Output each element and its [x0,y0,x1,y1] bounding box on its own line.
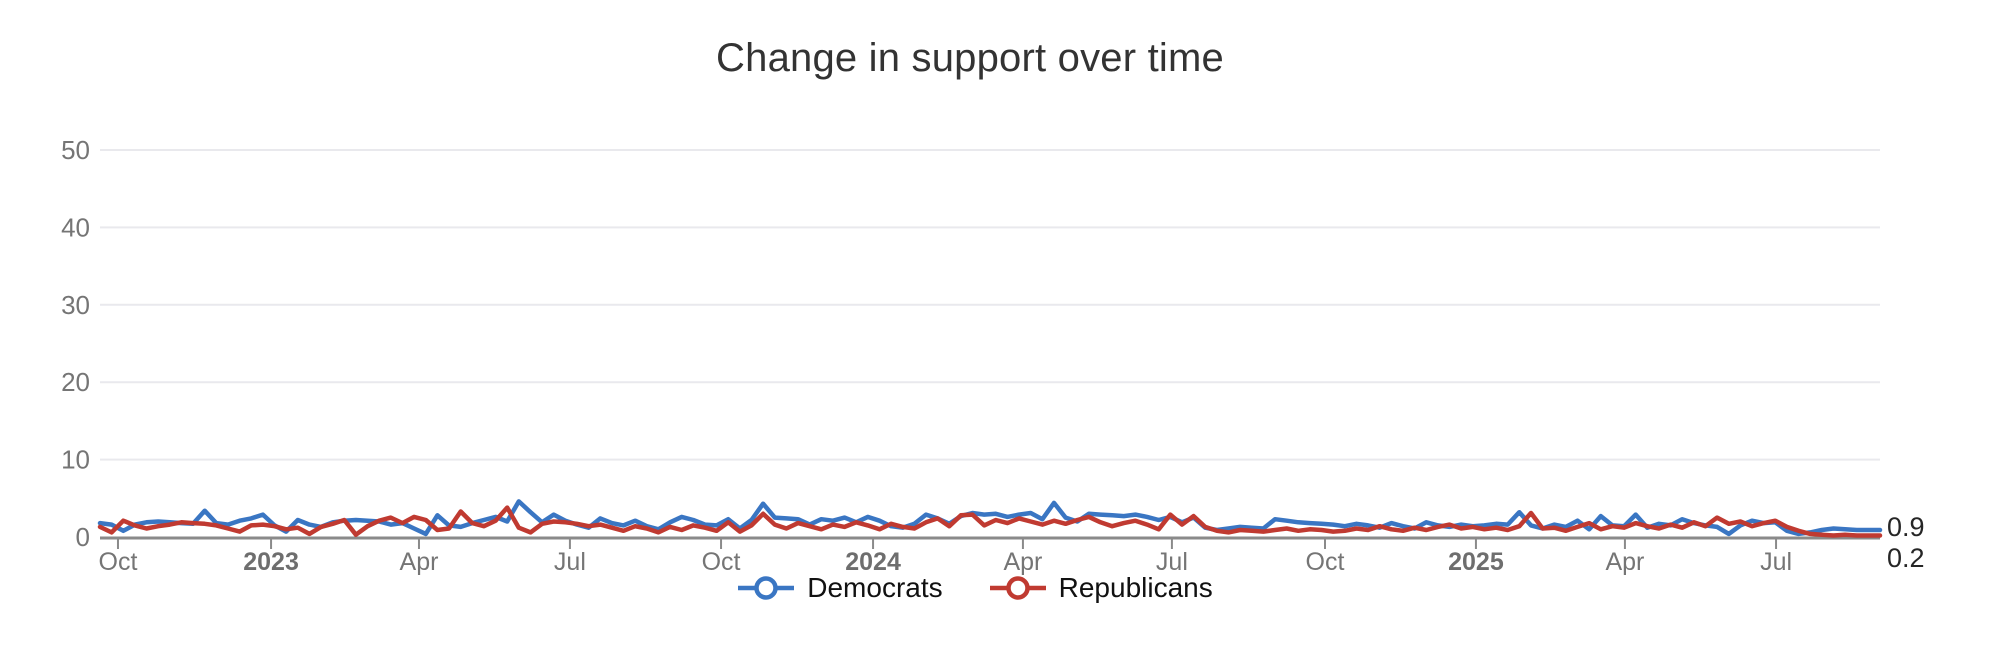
y-axis-label-30: 30 [61,290,90,320]
republicans-line-marker-icon [989,576,1046,600]
y-axis-label-20: 20 [61,367,90,397]
y-axis-label-40: 40 [61,212,90,242]
y-axis-label-50: 50 [61,135,90,165]
democrats-end-value-label: 0.9 [1887,512,1925,542]
legend-item-democrats[interactable]: Democrats [737,572,943,604]
x-axis-label-jul: Jul [554,548,586,576]
x-axis-label-apr: Apr [1605,548,1644,576]
x-axis-label-2025: 2025 [1448,548,1504,576]
y-axis-label-0: 0 [76,522,90,552]
x-axis-label-oct: Oct [1306,548,1345,576]
x-axis-label-jul: Jul [1156,548,1188,576]
x-axis-label-oct: Oct [702,548,741,576]
legend-label-democrats: Democrats [807,572,943,603]
x-axis-label-2023: 2023 [243,548,299,576]
republicans-end-value-label: 0.2 [1887,543,1925,573]
legend-item-republicans[interactable]: Republicans [989,572,1213,604]
legend-label-republicans: Republicans [1058,572,1213,603]
x-axis-label-oct: Oct [99,548,138,576]
series-line-republicans [97,505,1883,538]
chart-title: Change in support over time [716,36,1224,80]
democrats-line-marker-icon [738,576,795,600]
y-axis-label-10: 10 [61,445,90,475]
x-axis-label-2024: 2024 [845,548,901,576]
x-axis-label-apr: Apr [1003,548,1042,576]
chart-legend: Democrats Republicans [0,572,1950,604]
x-axis-label-jul: Jul [1760,548,1792,576]
x-axis-label-apr: Apr [400,548,439,576]
